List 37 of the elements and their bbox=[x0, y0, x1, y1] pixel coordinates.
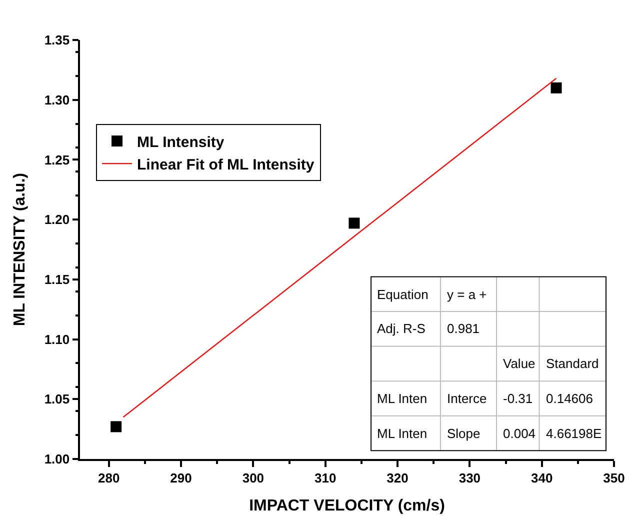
annotation: Interce bbox=[447, 391, 487, 406]
x-tick-label: 290 bbox=[170, 470, 192, 486]
legend-label: Linear Fit of ML Intensity bbox=[137, 156, 315, 174]
annotation: Equation bbox=[377, 287, 428, 302]
annotation: Slope bbox=[447, 426, 480, 441]
y-tick-label: 1.30 bbox=[44, 92, 70, 108]
x-tick-label: 340 bbox=[530, 470, 553, 486]
y-tick-label: 1.35 bbox=[44, 32, 70, 48]
annotation: ML Inten bbox=[377, 426, 428, 441]
x-tick-label: 300 bbox=[242, 470, 264, 486]
y-tick-label: 1.15 bbox=[44, 272, 70, 287]
x-tick-label: 320 bbox=[386, 470, 408, 486]
x-tick-label: 330 bbox=[458, 470, 481, 486]
annotation: 4.66198E bbox=[546, 426, 602, 441]
annotation: Adj. R-S bbox=[377, 321, 426, 336]
annotation: y = a + bbox=[447, 287, 487, 302]
legend-label: ML Intensity bbox=[137, 134, 225, 151]
x-tick-label: 310 bbox=[314, 470, 336, 486]
y-axis-title: ML INTENSITY (a.u.) bbox=[12, 172, 29, 326]
point bbox=[348, 218, 360, 229]
annotation: 0.981 bbox=[447, 321, 480, 336]
annotation: -0.31 bbox=[503, 391, 533, 406]
point bbox=[110, 421, 122, 432]
y-tick-label: 1.10 bbox=[44, 332, 70, 347]
annotation: ML Inten bbox=[377, 391, 428, 406]
x-axis-title: IMPACT VELOCITY (cm/s) bbox=[249, 498, 445, 515]
annotation: Standard bbox=[546, 356, 599, 371]
x-tick-label: 350 bbox=[603, 470, 625, 486]
annotation: 0.14606 bbox=[546, 391, 593, 406]
y-tick-label: 1.25 bbox=[44, 152, 70, 168]
y-tick-label: 1.00 bbox=[44, 452, 70, 467]
point bbox=[550, 82, 562, 94]
x-tick-label: 280 bbox=[98, 470, 120, 486]
y-tick-label: 1.05 bbox=[44, 392, 70, 407]
y-tick-label: 1.20 bbox=[44, 212, 70, 228]
annotation: 0.004 bbox=[503, 426, 536, 441]
annotation: Value bbox=[503, 356, 536, 371]
